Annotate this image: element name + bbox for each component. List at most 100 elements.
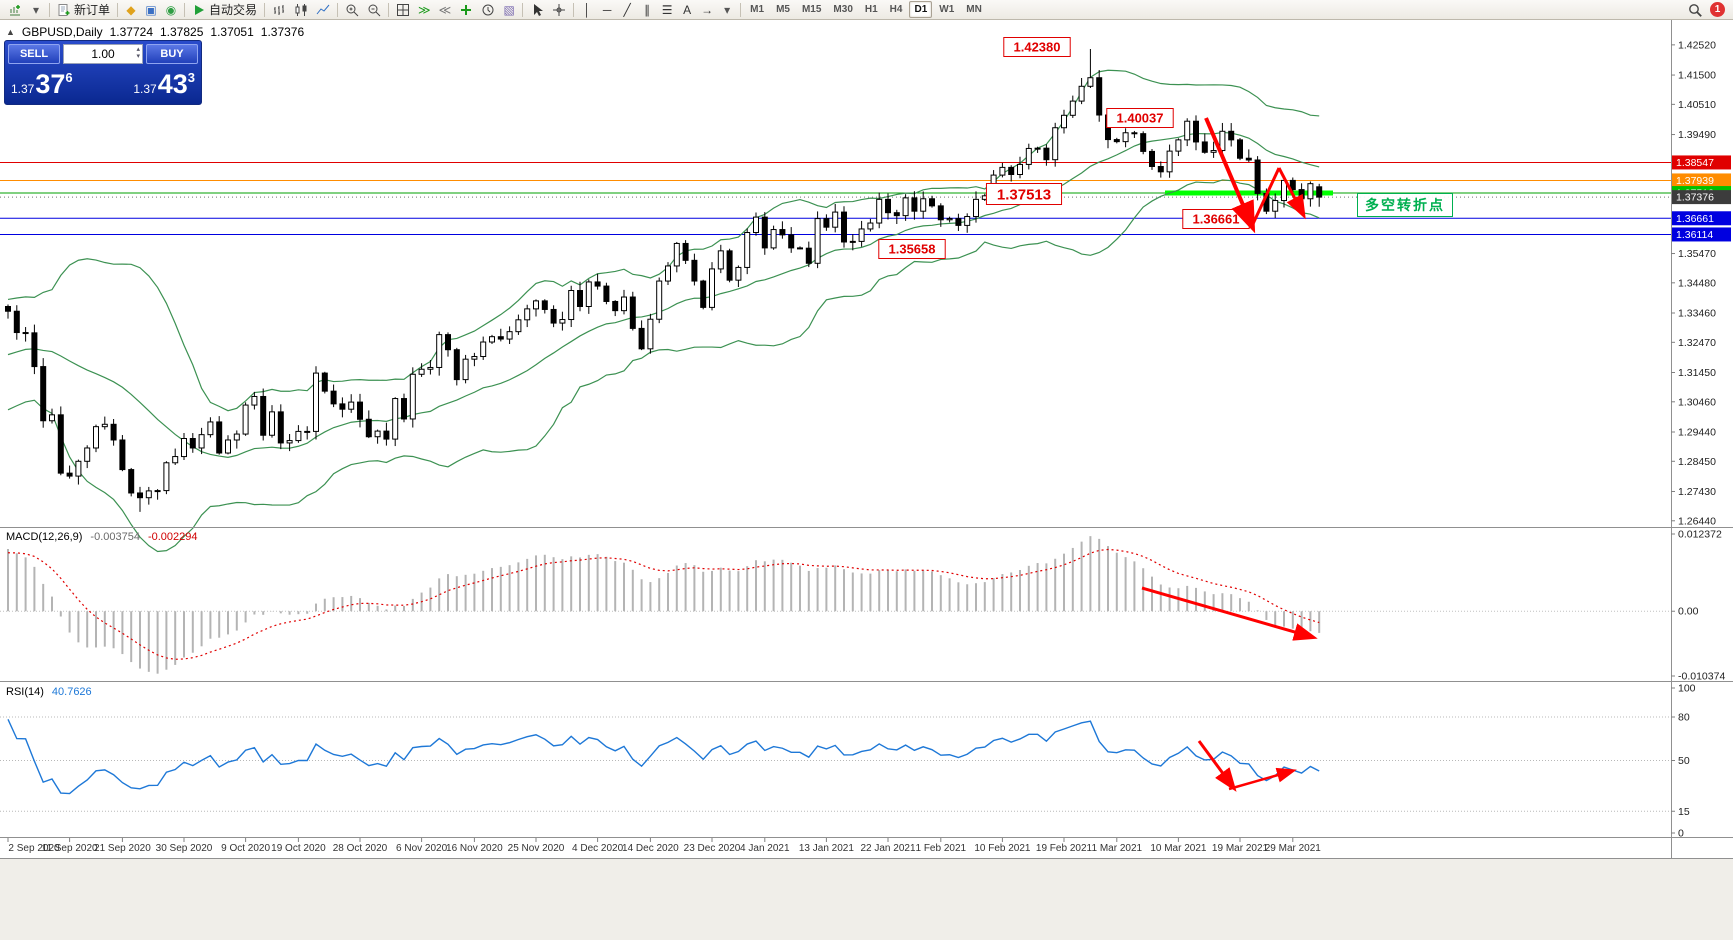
chart-shift-icon[interactable]: ≪ xyxy=(438,2,452,17)
svg-text:1.33460: 1.33460 xyxy=(1678,308,1716,320)
svg-text:1.36661: 1.36661 xyxy=(1193,212,1240,227)
svg-text:50: 50 xyxy=(1678,755,1690,767)
svg-text:1.35470: 1.35470 xyxy=(1678,248,1716,260)
new-chart-window-icon[interactable] xyxy=(4,1,26,19)
toolbar-separator xyxy=(573,2,575,17)
price-badge xyxy=(1672,173,1731,188)
svg-text:0.00: 0.00 xyxy=(1678,606,1699,618)
timeframe-mn-button[interactable]: MN xyxy=(966,4,982,15)
toolbar-separator xyxy=(117,2,119,17)
arrow-annotation[interactable] xyxy=(1204,117,1256,234)
timeframe-w1-button[interactable]: W1 xyxy=(939,4,955,15)
auto-scroll-icon[interactable]: ≫ xyxy=(418,2,431,17)
new-chart-dropdown-icon[interactable]: ▾ xyxy=(32,2,40,17)
one-click-toggle-icon[interactable]: ▲ xyxy=(6,27,15,37)
panel-separators xyxy=(0,20,1733,859)
one-click-trading-panel: SELL 1.00 ▴ ▾ BUY 1.37376 1.37433 xyxy=(4,40,202,105)
candlestick-chart-icon[interactable] xyxy=(290,1,312,19)
sell-price[interactable]: 1.37376 xyxy=(11,68,73,99)
buy-button[interactable]: BUY xyxy=(146,44,198,64)
volume-field[interactable]: 1.00 ▴ ▾ xyxy=(63,44,143,64)
candles xyxy=(5,49,1323,512)
tile-windows-icon[interactable] xyxy=(392,1,414,19)
arrow-annotation[interactable] xyxy=(1228,767,1297,791)
bar-chart-icon[interactable] xyxy=(268,1,290,19)
volume-spinner[interactable]: ▴ ▾ xyxy=(136,46,140,60)
arrow-annotation[interactable] xyxy=(1277,167,1306,220)
svg-text:22 Jan 2021: 22 Jan 2021 xyxy=(860,843,915,854)
timeframe-h1-button[interactable]: H1 xyxy=(864,4,878,15)
horizontal-line-icon[interactable]: ─ xyxy=(602,2,612,17)
svg-text:21 Sep 2020: 21 Sep 2020 xyxy=(94,843,151,854)
toolbar-separator xyxy=(388,2,390,17)
channel-icon[interactable]: ∥ xyxy=(644,2,651,17)
periods-icon[interactable] xyxy=(477,1,499,19)
svg-text:15: 15 xyxy=(1678,806,1690,818)
fibonacci-icon[interactable]: ☰ xyxy=(661,2,673,17)
templates-icon[interactable]: ▧ xyxy=(503,2,515,17)
annotation-note[interactable]: 多空转折点 xyxy=(1357,193,1453,217)
autotrading-button[interactable]: 自动交易 xyxy=(188,1,261,19)
svg-text:1.37376: 1.37376 xyxy=(1676,192,1714,204)
price-tag[interactable] xyxy=(878,239,946,259)
search-icon[interactable] xyxy=(1684,1,1706,19)
timeframe-m30-button[interactable]: M30 xyxy=(833,4,853,15)
timeframe-d1-button[interactable]: D1 xyxy=(909,1,933,18)
svg-text:30 Sep 2020: 30 Sep 2020 xyxy=(156,843,213,854)
arrow-annotation[interactable] xyxy=(1197,740,1237,792)
new-order-button xyxy=(58,3,70,16)
metaeditor-icon[interactable]: ◆ xyxy=(126,2,136,17)
volume-up-icon[interactable]: ▴ xyxy=(136,46,140,53)
sell-button[interactable]: SELL xyxy=(8,44,60,64)
zoom-out-icon xyxy=(368,4,381,16)
macd-caption: MACD(12,26,9) -0.003754 -0.002294 xyxy=(6,531,198,543)
text-icon[interactable]: A xyxy=(683,2,692,17)
zoom-out-icon[interactable] xyxy=(363,1,385,19)
ohlc-low: 1.37051 xyxy=(210,25,254,39)
crosshair-icon xyxy=(553,3,566,16)
svg-text:1.27430: 1.27430 xyxy=(1678,486,1716,498)
svg-text:19 Mar 2021: 19 Mar 2021 xyxy=(1212,843,1269,854)
crosshair-icon[interactable] xyxy=(548,1,570,19)
community-icon[interactable]: ◉ xyxy=(165,2,177,17)
price-tag[interactable] xyxy=(1003,37,1071,57)
macd-panel xyxy=(0,536,1671,674)
drawn-arrows[interactable] xyxy=(1141,117,1318,792)
svg-text:2 Sep 2020: 2 Sep 2020 xyxy=(8,843,60,854)
price-tag[interactable] xyxy=(1106,108,1174,128)
timeframe-m15-button[interactable]: M15 xyxy=(801,4,822,15)
new-order-button[interactable]: 新订单 xyxy=(53,1,114,19)
line-chart-icon[interactable] xyxy=(312,1,334,19)
svg-text:6 Nov 2020: 6 Nov 2020 xyxy=(396,843,448,854)
vertical-line-icon[interactable]: │ xyxy=(583,2,591,17)
zoom-in-icon[interactable] xyxy=(341,1,363,19)
svg-text:10 Mar 2021: 10 Mar 2021 xyxy=(1150,843,1207,854)
volume-down-icon[interactable]: ▾ xyxy=(136,53,140,60)
ohlc-close: 1.37376 xyxy=(260,25,305,39)
arrow-annotation[interactable] xyxy=(1250,167,1281,227)
arrow-annotation[interactable] xyxy=(1141,586,1318,641)
rsi-caption: RSI(14) 40.7626 xyxy=(6,686,92,698)
timeframe-h4-button[interactable]: H4 xyxy=(889,4,903,15)
objects-dropdown-icon[interactable]: ▾ xyxy=(724,2,731,17)
indicators-add-icon[interactable] xyxy=(455,1,477,19)
svg-text:1.38547: 1.38547 xyxy=(1676,157,1714,169)
notifications-badge[interactable]: 1 xyxy=(1710,2,1725,17)
timeframe-m1-button[interactable]: M1 xyxy=(750,4,765,15)
cursor-icon[interactable] xyxy=(526,1,548,19)
ohlc-open: 1.37724 xyxy=(109,25,153,39)
timeframe-m5-button[interactable]: M5 xyxy=(776,4,790,15)
arrows-tool-icon[interactable]: → xyxy=(701,2,714,17)
svg-text:1.40037: 1.40037 xyxy=(1117,111,1164,126)
svg-text:9 Oct 2020: 9 Oct 2020 xyxy=(221,843,270,854)
svg-text:1.40510: 1.40510 xyxy=(1678,99,1716,111)
toolbar-separator xyxy=(337,2,339,17)
market-icon[interactable]: ▣ xyxy=(145,2,157,17)
trendline-icon[interactable]: ╱ xyxy=(623,2,631,17)
autotrading-button xyxy=(195,4,205,15)
price-tag[interactable] xyxy=(985,183,1063,205)
buy-price[interactable]: 1.37433 xyxy=(133,68,195,99)
